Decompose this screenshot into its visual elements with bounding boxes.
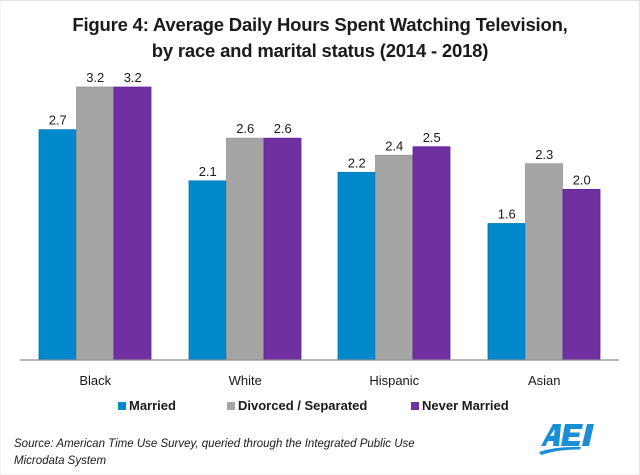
data-label-asian-never-married: 2.0 bbox=[573, 172, 591, 187]
data-label-white-married: 2.1 bbox=[199, 164, 217, 179]
legend-item-never-married: Never Married bbox=[411, 398, 509, 413]
data-label-black-never-married: 3.2 bbox=[124, 70, 142, 85]
data-labels-group: 2.7 3.2 3.2 2.1 2.6 2.6 2.2 2.4 2.5 1.6 2.3 2.0 bbox=[49, 70, 591, 221]
legend-swatch-divorced-separated bbox=[227, 401, 235, 410]
bar-white-never-married bbox=[263, 137, 302, 361]
source-line-1: Source: American Time Use Survey, querie… bbox=[14, 438, 415, 450]
chart-title-line2: by race and marital status (2014 - 2018) bbox=[151, 40, 489, 61]
category-label-asian: Asian bbox=[528, 373, 561, 388]
category-label-hispanic: Hispanic bbox=[369, 373, 419, 388]
legend-swatch-married bbox=[118, 401, 126, 410]
bar-hispanic-never-married bbox=[412, 146, 451, 361]
bar-asian-divorced-separated bbox=[525, 163, 563, 361]
legend-label-never-married: Never Married bbox=[422, 398, 509, 413]
legend-swatch-never-married bbox=[411, 401, 419, 410]
category-labels-group: Black White Hispanic Asian bbox=[79, 373, 560, 388]
legend: Married Divorced / Separated Never Marri… bbox=[0, 398, 640, 416]
data-label-black-divorced-separated: 3.2 bbox=[86, 70, 104, 85]
data-label-hispanic-married: 2.2 bbox=[348, 155, 366, 170]
bars-group bbox=[38, 86, 601, 361]
bar-black-married bbox=[38, 129, 77, 361]
aei-logo-icon bbox=[539, 424, 594, 455]
bar-asian-never-married bbox=[562, 188, 601, 361]
data-label-asian-divorced-separated: 2.3 bbox=[535, 147, 553, 162]
chart-title: Figure 4: Average Daily Hours Spent Watc… bbox=[0, 12, 640, 64]
legend-item-married: Married bbox=[118, 398, 176, 413]
legend-label-divorced-separated: Divorced / Separated bbox=[238, 398, 368, 413]
data-label-black-married: 2.7 bbox=[49, 113, 67, 128]
chart-title-line1: Figure 4: Average Daily Hours Spent Watc… bbox=[72, 14, 568, 35]
bar-asian-married bbox=[487, 223, 526, 361]
category-label-white: White bbox=[229, 373, 262, 388]
bar-hispanic-married bbox=[337, 171, 376, 361]
bar-black-divorced-separated bbox=[76, 86, 114, 361]
category-label-black: Black bbox=[79, 373, 111, 388]
legend-item-divorced-separated: Divorced / Separated bbox=[227, 398, 367, 413]
source-line-2: Microdata System bbox=[14, 455, 107, 467]
aei-logo-letters bbox=[539, 424, 594, 455]
bar-white-divorced-separated bbox=[226, 137, 264, 361]
bar-hispanic-divorced-separated bbox=[375, 154, 413, 361]
data-label-white-never-married: 2.6 bbox=[274, 121, 292, 136]
data-label-hispanic-divorced-separated: 2.4 bbox=[385, 138, 403, 153]
data-label-hispanic-never-married: 2.5 bbox=[423, 130, 441, 145]
legend-label-married: Married bbox=[129, 398, 176, 413]
bar-white-married bbox=[188, 180, 227, 361]
bar-black-never-married bbox=[113, 86, 152, 361]
source-note: Source: American Time Use Survey, querie… bbox=[14, 436, 474, 470]
data-label-white-divorced-separated: 2.6 bbox=[236, 121, 254, 136]
data-label-asian-married: 1.6 bbox=[498, 207, 516, 222]
